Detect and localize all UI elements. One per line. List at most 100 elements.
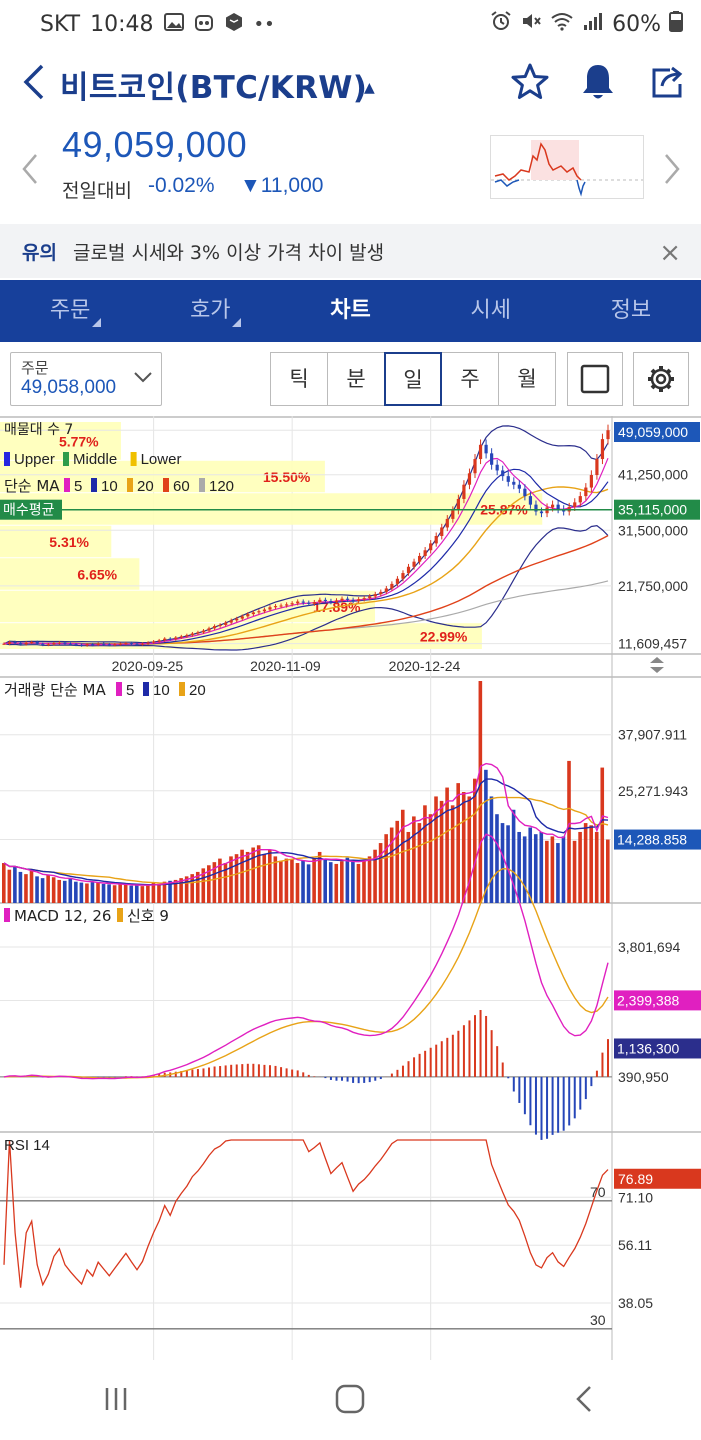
alert-bell-button[interactable]	[578, 62, 618, 102]
tab-order[interactable]: 주문	[0, 280, 140, 342]
warning-notice: 유의 글로벌 시세와 3% 이상 가격 차이 발생 ×	[0, 224, 701, 278]
volume-bar	[134, 885, 139, 903]
mini-chart[interactable]	[490, 135, 644, 199]
candle-body	[135, 643, 139, 645]
volume-bar	[74, 881, 78, 903]
candle-body	[301, 601, 305, 603]
volume-bar	[184, 876, 189, 903]
home-icon	[336, 1384, 365, 1414]
candle-body	[589, 475, 593, 488]
candle-body	[534, 504, 538, 512]
chevron-right-icon	[665, 154, 680, 184]
legend-label-lower: Lower	[141, 451, 182, 468]
candle-body	[279, 605, 283, 607]
candle-body	[440, 527, 444, 536]
signal-current-label: 1,136,300	[617, 1040, 679, 1056]
tab-chart[interactable]: 차트	[330, 298, 371, 323]
volume-legend-prefix: 거래량 단순 MA	[4, 681, 106, 699]
volume-profile-label: 5.77%	[59, 433, 99, 449]
candle-body	[240, 616, 244, 619]
favorite-star-button[interactable]	[510, 62, 550, 102]
recent-apps-button[interactable]	[101, 1384, 131, 1418]
volume-bar	[46, 875, 50, 903]
resize-handle-icon[interactable]	[650, 657, 664, 673]
candle-body	[462, 484, 466, 499]
legend-swatch	[143, 682, 149, 696]
volume-bar	[351, 861, 355, 903]
period-day[interactable]: 일	[384, 352, 442, 406]
candle-body	[550, 504, 555, 508]
main-tabs: 주문 호가 차트 시세 정보	[0, 280, 701, 342]
candle-body	[113, 644, 117, 646]
date-axis-label: 2020-12-24	[389, 658, 461, 674]
dropdown-indicator-icon	[92, 318, 101, 327]
price-axis-label: 31,500,000	[618, 522, 688, 538]
back-button[interactable]	[18, 60, 48, 104]
coin-title[interactable]: 비트코인(BTC/KRW)	[60, 70, 368, 106]
ma-legend-120: 120	[209, 478, 234, 495]
order-price-value: 49,058,000	[21, 377, 117, 398]
volume-bar	[528, 827, 533, 903]
volume-bar	[489, 796, 494, 903]
tab-info[interactable]: 정보	[610, 298, 652, 323]
order-price-select[interactable]: 주문 49,058,000	[10, 352, 162, 406]
candle-body	[429, 543, 433, 551]
tab-quotes[interactable]: 시세	[470, 298, 511, 323]
volume-bar	[162, 881, 167, 903]
prev-coin-button[interactable]	[20, 152, 40, 194]
volume-bar	[146, 884, 150, 903]
candle-body	[218, 624, 222, 627]
volume-bar	[578, 831, 582, 903]
candle-body	[484, 444, 488, 454]
period-tick[interactable]: 틱	[270, 352, 328, 406]
volume-bar	[190, 874, 195, 903]
candle-body	[334, 600, 339, 603]
chart-canvas[interactable]: 22.99%17.89%6.65%5.31%25.87%15.50%5.77%매…	[0, 416, 701, 1360]
period-month[interactable]: 월	[498, 352, 556, 406]
more-dots-icon: ••	[253, 13, 275, 35]
signal-icon	[582, 11, 604, 37]
coin-select-caret-icon[interactable]: ▲	[364, 80, 375, 96]
macd-current-label: 2,399,388	[617, 992, 679, 1008]
candle-body	[595, 459, 599, 476]
candle-body	[157, 640, 161, 642]
volume-bar	[473, 778, 477, 903]
candle-body	[285, 604, 289, 606]
candle-body	[212, 626, 217, 629]
period-week[interactable]: 주	[441, 352, 499, 406]
tab-orderbook[interactable]: 호가	[140, 280, 280, 342]
volume-ma5-line	[3, 762, 609, 886]
candle-body	[329, 600, 333, 603]
macd-axis-label: 3,801,694	[618, 939, 680, 955]
ma-legend-10: 10	[101, 478, 118, 495]
volume-bar	[434, 796, 438, 903]
volume-bar	[157, 883, 161, 903]
back-nav-button[interactable]	[570, 1384, 600, 1418]
next-coin-button[interactable]	[662, 152, 682, 194]
trading-chart[interactable]: 22.99% 17.89% 6.65% 5.31% 25.87% 15.50% 5.77% 매…	[0, 416, 701, 1360]
candle-body	[74, 644, 78, 646]
candle-body	[118, 643, 122, 645]
legend-swatch	[63, 452, 69, 466]
volume-bar	[306, 864, 311, 903]
volume-bar	[484, 769, 488, 903]
candle-body	[7, 642, 12, 644]
volume-axis-label: 25,271.943	[618, 783, 688, 799]
volume-bar	[428, 814, 433, 903]
volume-bar	[417, 823, 422, 903]
candle-body	[19, 643, 23, 645]
period-minute[interactable]: 분	[327, 352, 385, 406]
candle-body	[506, 476, 510, 482]
volume-bar	[179, 878, 183, 903]
close-icon[interactable]: ×	[659, 238, 681, 268]
home-button[interactable]	[333, 1382, 367, 1420]
fullscreen-button[interactable]	[567, 352, 623, 406]
volume-bar	[13, 866, 17, 903]
volume-bar	[201, 868, 206, 903]
back-icon	[576, 1386, 591, 1412]
system-nav-bar	[0, 1362, 701, 1440]
share-button[interactable]	[646, 62, 686, 102]
date-axis-label: 2020-09-25	[112, 658, 184, 674]
chart-settings-button[interactable]	[633, 352, 689, 406]
volume-bar	[90, 882, 95, 903]
